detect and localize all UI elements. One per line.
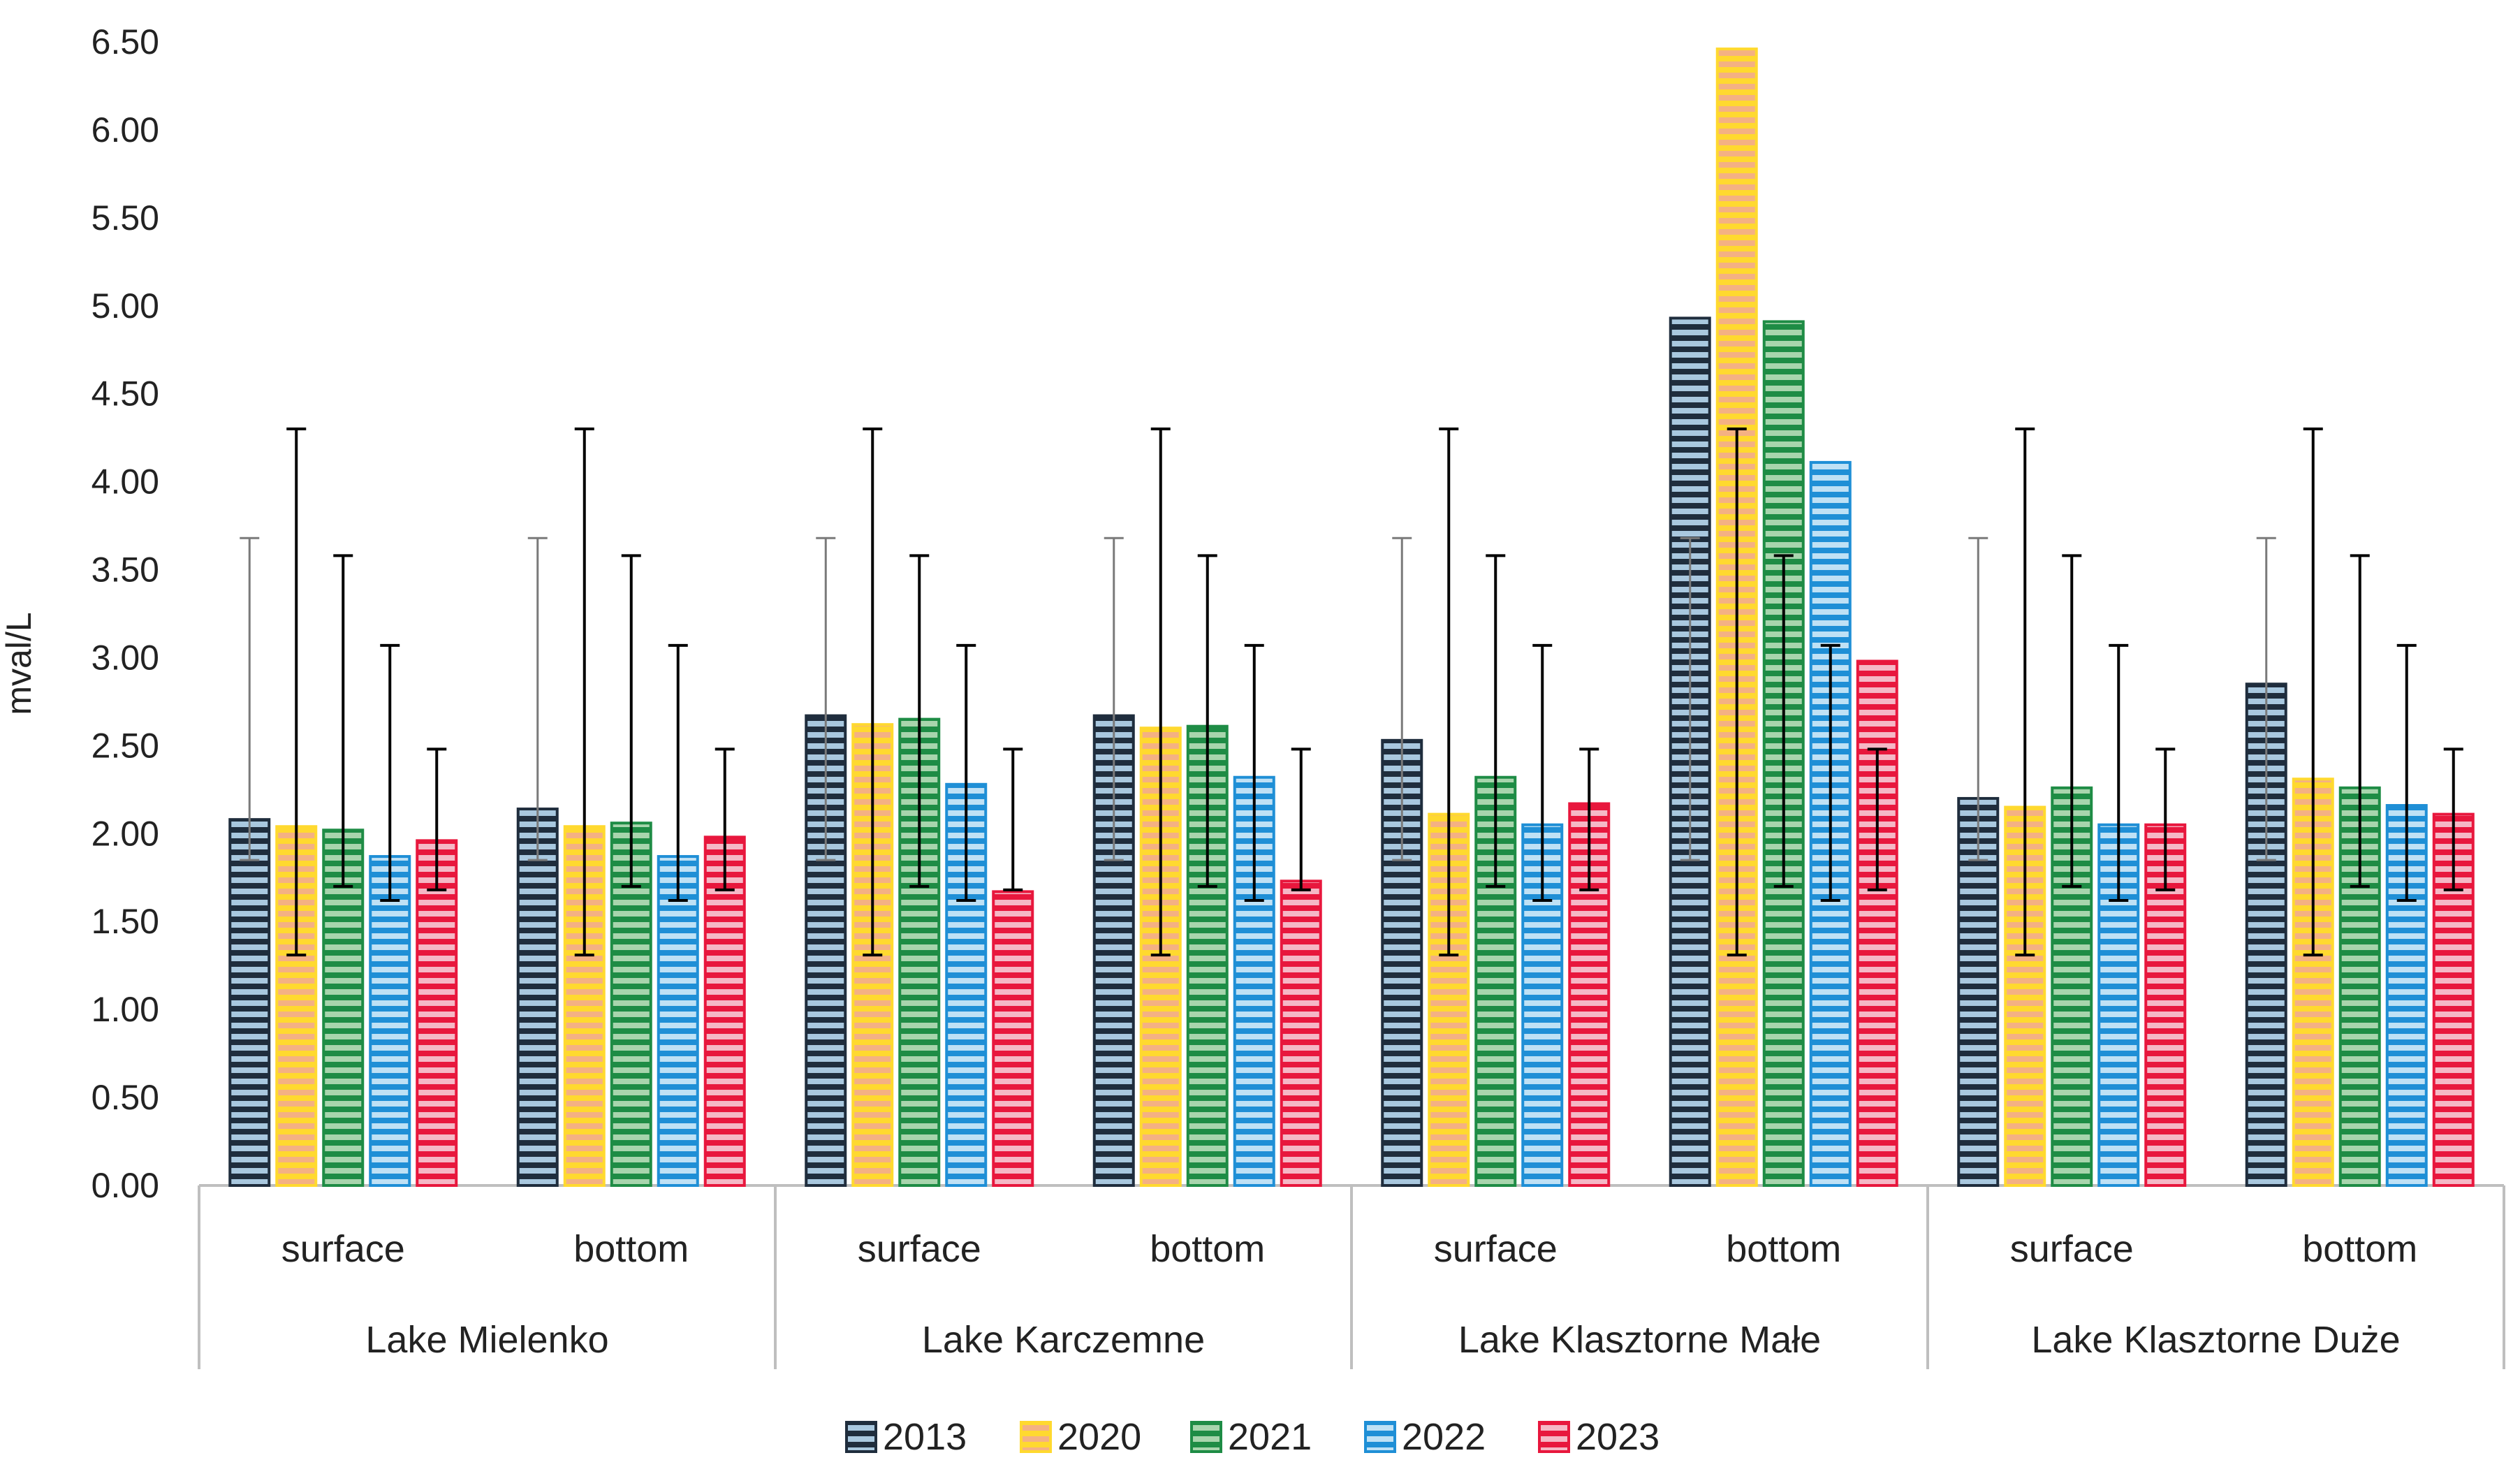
bar-2022 <box>657 855 699 1188</box>
bar-2023 <box>992 890 1034 1187</box>
y-tick-label: 1.50 <box>91 902 159 941</box>
legend-label: 2013 <box>883 1416 967 1458</box>
legend-swatch <box>1020 1421 1052 1453</box>
x-subcategory-label: bottom <box>2302 1228 2417 1270</box>
error-bars <box>240 428 2463 957</box>
y-tick-label: 2.00 <box>91 814 159 853</box>
legend-item-2023[interactable]: 2023 <box>1538 1416 1660 1458</box>
x-subcategory-label: bottom <box>573 1228 689 1270</box>
y-axis-title: mval/L <box>0 612 38 715</box>
y-tick-label: 6.00 <box>91 110 159 149</box>
x-subcategory-label: bottom <box>1726 1228 1841 1270</box>
x-group-label: Lake Klasztorne Małe <box>1458 1319 1821 1361</box>
x-group-label: Lake Klasztorne Duże <box>2031 1319 2400 1361</box>
legend-swatch <box>1538 1421 1570 1453</box>
y-tick-label: 6.50 <box>91 22 159 61</box>
y-tick-label: 0.00 <box>91 1166 159 1205</box>
bar-2022 <box>369 855 411 1188</box>
bar-2013 <box>1957 796 2000 1187</box>
legend-item-2022[interactable]: 2022 <box>1364 1416 1486 1458</box>
x-group-label: Lake Mielenko <box>365 1319 608 1361</box>
legend-swatch <box>845 1421 877 1453</box>
x-subcategory-label: surface <box>1434 1228 1558 1270</box>
y-tick-label: 4.00 <box>91 462 159 502</box>
bar-2023 <box>416 839 458 1188</box>
y-tick-label: 3.00 <box>91 638 159 677</box>
x-axis: surface bottom surface bottom surface bottom s… <box>281 1228 2418 1361</box>
legend[interactable]: 2013 2020 2021 2022 2023 <box>845 1416 1660 1458</box>
legend-item-2013[interactable]: 2013 <box>845 1416 967 1458</box>
bars <box>228 48 2475 1188</box>
legend-label: 2021 <box>1228 1416 1312 1458</box>
bar-2023 <box>1856 659 1898 1187</box>
bar-2023 <box>1280 879 1322 1187</box>
bar-2013 <box>228 818 271 1188</box>
y-tick-label: 5.50 <box>91 198 159 238</box>
y-tick-label: 1.00 <box>91 990 159 1029</box>
y-tick-label: 4.50 <box>91 374 159 414</box>
bar-2021 <box>2051 786 2093 1187</box>
legend-item-2021[interactable]: 2021 <box>1190 1416 1312 1458</box>
bar-2013 <box>1669 316 1711 1188</box>
y-tick-label: 5.00 <box>91 286 159 326</box>
y-tick-label: 2.50 <box>91 726 159 765</box>
bar-2023 <box>703 835 746 1187</box>
y-axis: 0.00 0.50 1.00 1.50 2.00 2.50 3.00 3.50 4.00 4.50… <box>91 22 159 1205</box>
x-subcategory-label: surface <box>2010 1228 2134 1270</box>
legend-item-2020[interactable]: 2020 <box>1020 1416 1141 1458</box>
bar-2013 <box>516 808 559 1187</box>
x-group-label: Lake Karczemne <box>922 1319 1205 1361</box>
x-subcategory-label: surface <box>281 1228 405 1270</box>
bar-2021 <box>322 828 365 1187</box>
x-subcategory-label: surface <box>858 1228 981 1270</box>
legend-label: 2020 <box>1057 1416 1141 1458</box>
x-subcategory-label: bottom <box>1150 1228 1265 1270</box>
legend-swatch <box>1190 1421 1222 1453</box>
y-tick-label: 0.50 <box>91 1078 159 1117</box>
legend-swatch <box>1364 1421 1396 1453</box>
legend-label: 2023 <box>1576 1416 1660 1458</box>
legend-label: 2022 <box>1402 1416 1486 1458</box>
y-tick-label: 3.50 <box>91 550 159 590</box>
